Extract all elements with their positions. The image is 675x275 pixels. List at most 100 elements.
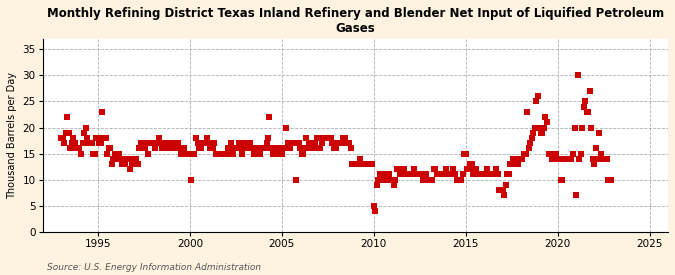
Point	[215, 152, 226, 156]
Point	[537, 131, 548, 135]
Point	[400, 172, 411, 177]
Point	[298, 152, 308, 156]
Point	[126, 162, 137, 166]
Point	[546, 157, 557, 161]
Point	[264, 115, 275, 119]
Point	[482, 167, 493, 172]
Point	[517, 157, 528, 161]
Point	[159, 141, 169, 145]
Point	[570, 193, 581, 197]
Point	[100, 136, 111, 140]
Point	[226, 141, 237, 145]
Point	[392, 167, 402, 172]
Point	[531, 99, 541, 104]
Point	[234, 141, 244, 145]
Point	[399, 167, 410, 172]
Point	[341, 141, 352, 145]
Point	[541, 120, 552, 125]
Point	[516, 157, 526, 161]
Point	[134, 146, 144, 151]
Point	[387, 177, 398, 182]
Point	[140, 146, 151, 151]
Point	[428, 167, 439, 172]
Point	[294, 141, 304, 145]
Point	[359, 162, 370, 166]
Point	[390, 177, 401, 182]
Point	[581, 110, 592, 114]
Point	[211, 152, 221, 156]
Point	[442, 172, 453, 177]
Point	[195, 146, 206, 151]
Point	[276, 152, 287, 156]
Point	[94, 141, 105, 145]
Point	[591, 146, 601, 151]
Point	[371, 183, 382, 187]
Point	[540, 115, 551, 119]
Point	[566, 157, 577, 161]
Point	[330, 146, 341, 151]
Point	[381, 172, 392, 177]
Point	[270, 146, 281, 151]
Point	[241, 141, 252, 145]
Point	[464, 167, 475, 172]
Point	[471, 167, 482, 172]
Point	[448, 167, 459, 172]
Point	[373, 177, 384, 182]
Point	[213, 152, 224, 156]
Point	[206, 146, 217, 151]
Point	[153, 141, 163, 145]
Point	[207, 146, 218, 151]
Point	[411, 172, 422, 177]
Point	[180, 152, 190, 156]
Point	[138, 146, 149, 151]
Point	[479, 172, 489, 177]
Point	[370, 209, 381, 213]
Point	[178, 146, 189, 151]
Point	[177, 152, 188, 156]
Point	[543, 152, 554, 156]
Point	[201, 136, 212, 140]
Point	[358, 162, 369, 166]
Point	[580, 99, 591, 104]
Point	[289, 141, 300, 145]
Point	[223, 146, 234, 151]
Point	[238, 146, 249, 151]
Point	[171, 146, 182, 151]
Point	[287, 141, 298, 145]
Point	[68, 136, 79, 140]
Point	[483, 172, 494, 177]
Point	[327, 141, 338, 145]
Point	[184, 152, 195, 156]
Point	[218, 152, 229, 156]
Point	[569, 125, 580, 130]
Point	[217, 152, 227, 156]
Point	[410, 172, 421, 177]
Point	[275, 146, 286, 151]
Point	[379, 172, 390, 177]
Point	[340, 136, 350, 140]
Point	[194, 146, 205, 151]
Point	[575, 152, 586, 156]
Point	[312, 136, 323, 140]
Point	[376, 172, 387, 177]
Point	[601, 157, 612, 161]
Point	[186, 177, 196, 182]
Point	[434, 172, 445, 177]
Point	[348, 162, 359, 166]
Point	[256, 146, 267, 151]
Point	[603, 177, 614, 182]
Point	[86, 141, 97, 145]
Point	[497, 188, 508, 192]
Point	[250, 152, 261, 156]
Point	[135, 141, 146, 145]
Point	[91, 136, 102, 140]
Point	[476, 172, 487, 177]
Point	[503, 172, 514, 177]
Point	[112, 157, 123, 161]
Point	[336, 141, 347, 145]
Point	[511, 162, 522, 166]
Point	[182, 152, 192, 156]
Point	[292, 141, 302, 145]
Point	[236, 152, 247, 156]
Point	[111, 152, 122, 156]
